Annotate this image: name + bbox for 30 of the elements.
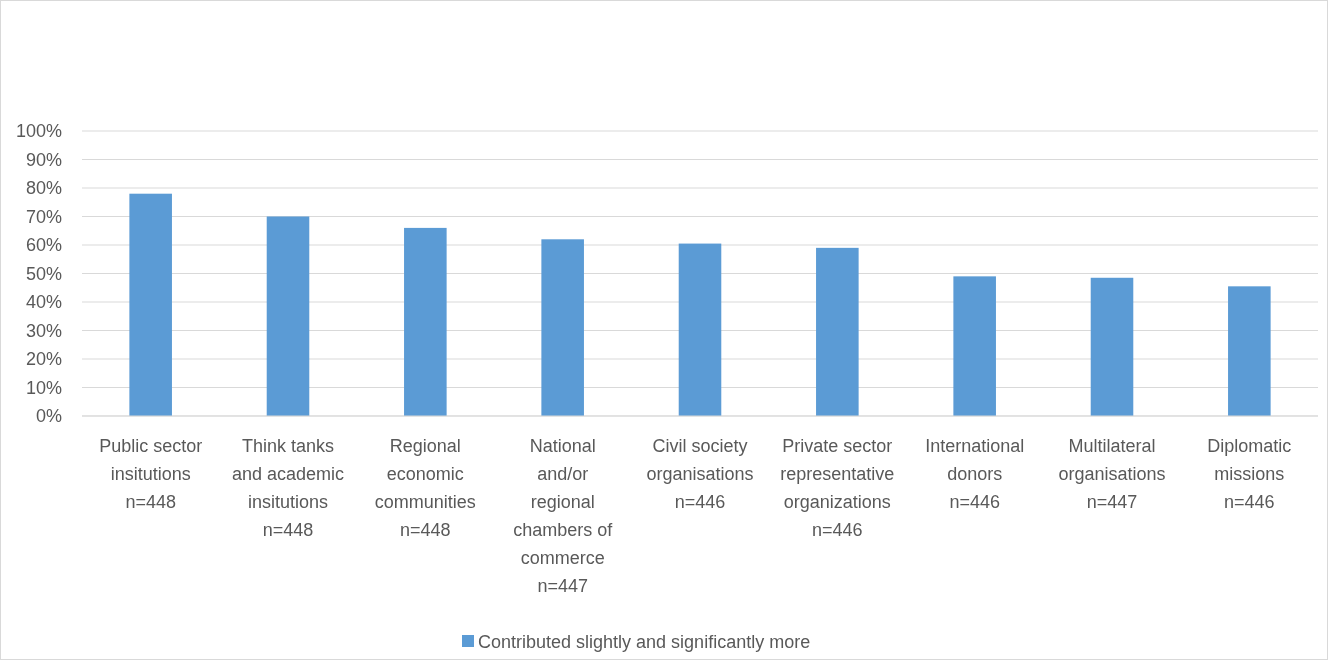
y-tick-label: 60% xyxy=(25,235,62,256)
bar xyxy=(1228,286,1271,416)
y-tick-label: 40% xyxy=(25,292,62,313)
bar xyxy=(1090,277,1134,416)
y-tick-label: 70% xyxy=(25,206,62,227)
x-tick-label: Multilateral organisations n=447 xyxy=(1058,436,1166,512)
x-tick-label: Public sector insitutions n=448 xyxy=(99,436,203,512)
y-tick-label: 10% xyxy=(25,377,62,398)
x-tick-label: National and/or regional chambers of commerce n=447 xyxy=(513,436,614,596)
y-tick-label: 90% xyxy=(25,149,62,170)
y-tick-label: 50% xyxy=(25,263,62,284)
x-tick-label: Civil society organisations n=446 xyxy=(646,436,754,512)
x-tick-label: International donors n=446 xyxy=(925,436,1025,512)
y-tick-label: 0% xyxy=(35,406,62,427)
x-tick-label: Diplomatic missions n=446 xyxy=(1207,436,1292,512)
y-tick-label: 20% xyxy=(25,349,62,370)
y-tick-label: 100% xyxy=(15,121,62,142)
bar xyxy=(678,243,722,416)
y-tick-label: 80% xyxy=(25,178,62,199)
bar xyxy=(266,216,310,416)
y-tick-label: 30% xyxy=(25,320,62,341)
legend-label: Contributed slightly and significantly more xyxy=(478,632,811,653)
bar xyxy=(816,247,859,416)
x-tick-label: Think tanks and academic insitutions n=448 xyxy=(231,436,345,540)
bar xyxy=(404,227,447,416)
x-tick-label: Regional economic communities n=448 xyxy=(374,436,476,540)
bar xyxy=(953,276,996,416)
x-tick-label: Private sector representative organizations n=446 xyxy=(780,436,895,540)
bar xyxy=(129,193,172,416)
bar xyxy=(541,239,584,416)
